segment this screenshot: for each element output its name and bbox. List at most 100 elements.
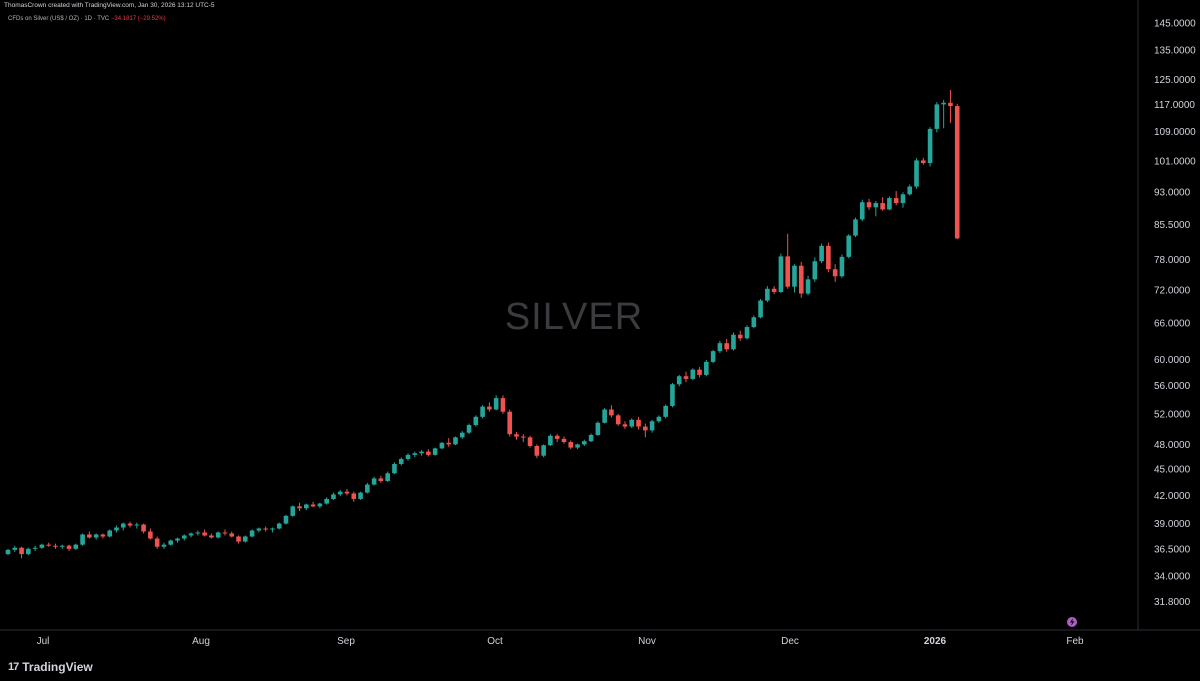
candle bbox=[541, 444, 546, 458]
candle-body bbox=[148, 531, 153, 539]
candle bbox=[412, 451, 418, 458]
candle bbox=[527, 435, 533, 448]
tradingview-mark-icon: 17 bbox=[8, 661, 19, 673]
time-axis: Jul Aug Sep Oct Nov Dec 2026 Feb bbox=[37, 636, 1084, 647]
candle-body bbox=[954, 106, 960, 239]
candle bbox=[114, 525, 119, 533]
candle-body bbox=[785, 256, 790, 287]
candle bbox=[771, 286, 777, 295]
candle bbox=[290, 505, 296, 517]
candle-body bbox=[561, 438, 567, 443]
candle-body bbox=[582, 441, 587, 445]
candle bbox=[941, 99, 946, 129]
candle-body bbox=[500, 398, 506, 412]
candle bbox=[276, 522, 282, 530]
candle bbox=[331, 492, 336, 500]
candle-body bbox=[900, 194, 906, 204]
candle bbox=[683, 371, 689, 383]
candle bbox=[663, 404, 668, 419]
candle bbox=[643, 423, 648, 438]
candle-body bbox=[887, 198, 892, 210]
candle bbox=[283, 514, 289, 525]
candle-body bbox=[107, 530, 112, 537]
candle bbox=[534, 444, 540, 459]
candle-body bbox=[168, 540, 174, 545]
candle-body bbox=[378, 478, 384, 482]
candle-body bbox=[459, 432, 465, 438]
candle-body bbox=[432, 448, 438, 455]
candle-body bbox=[100, 534, 106, 537]
candle-body bbox=[717, 343, 723, 352]
lightning-icon[interactable] bbox=[1067, 617, 1077, 627]
candle-body bbox=[358, 492, 363, 499]
candle bbox=[514, 431, 519, 440]
candle bbox=[805, 275, 811, 296]
candle-body bbox=[880, 203, 885, 210]
candle bbox=[263, 526, 268, 532]
candle-body bbox=[520, 436, 526, 438]
candle-body bbox=[595, 422, 601, 435]
candle-body bbox=[344, 491, 350, 494]
candle-body bbox=[419, 451, 424, 454]
candle bbox=[636, 416, 641, 430]
candle bbox=[317, 502, 323, 509]
candle bbox=[148, 528, 153, 540]
x-tick-label: 2026 bbox=[924, 636, 947, 647]
candle-body bbox=[941, 102, 946, 105]
candle-body bbox=[826, 245, 831, 270]
candle bbox=[893, 191, 899, 206]
candle-body bbox=[120, 523, 126, 528]
candle-body bbox=[921, 160, 926, 164]
candle bbox=[297, 502, 302, 512]
candle bbox=[615, 413, 621, 426]
candle bbox=[487, 402, 492, 412]
candle-body bbox=[249, 530, 255, 537]
candle bbox=[229, 531, 235, 538]
candle bbox=[432, 447, 438, 456]
candle bbox=[32, 545, 38, 551]
y-tick-label: 48.0000 bbox=[1154, 440, 1191, 451]
y-tick-label: 85.5000 bbox=[1154, 220, 1191, 231]
candle-body bbox=[32, 547, 38, 549]
y-tick-label: 34.0000 bbox=[1154, 571, 1191, 582]
candle-body bbox=[215, 532, 221, 538]
candle-body bbox=[724, 343, 729, 350]
candle-body bbox=[195, 532, 201, 534]
candle-body bbox=[331, 494, 336, 499]
candle bbox=[839, 254, 845, 278]
candle bbox=[758, 298, 763, 319]
candle bbox=[398, 457, 404, 466]
candle-body bbox=[554, 435, 560, 439]
candle-body bbox=[243, 536, 248, 542]
tradingview-logo[interactable]: 17 TradingView bbox=[8, 658, 93, 676]
candle bbox=[670, 382, 675, 408]
candle-body bbox=[59, 545, 65, 547]
x-tick-label: Dec bbox=[781, 636, 799, 647]
candle bbox=[466, 423, 472, 435]
candle bbox=[921, 157, 926, 165]
candle-body bbox=[798, 265, 804, 294]
candle bbox=[737, 330, 743, 341]
candle-body bbox=[480, 406, 485, 417]
candle-body bbox=[317, 503, 323, 507]
candle bbox=[900, 192, 906, 208]
candle-body bbox=[439, 442, 445, 449]
candle bbox=[507, 409, 513, 437]
candle bbox=[337, 489, 343, 497]
candle-body bbox=[175, 538, 180, 541]
candle-body bbox=[154, 538, 160, 547]
candle bbox=[87, 531, 92, 539]
y-tick-label: 60.0000 bbox=[1154, 355, 1191, 366]
candle bbox=[792, 264, 797, 293]
candle bbox=[697, 367, 702, 378]
candle-body bbox=[181, 535, 187, 539]
candle-body bbox=[26, 548, 31, 555]
candle bbox=[202, 529, 207, 537]
candle bbox=[107, 529, 112, 538]
candle bbox=[127, 521, 133, 528]
candle bbox=[222, 529, 228, 536]
candle bbox=[310, 501, 316, 508]
candle bbox=[243, 535, 248, 543]
